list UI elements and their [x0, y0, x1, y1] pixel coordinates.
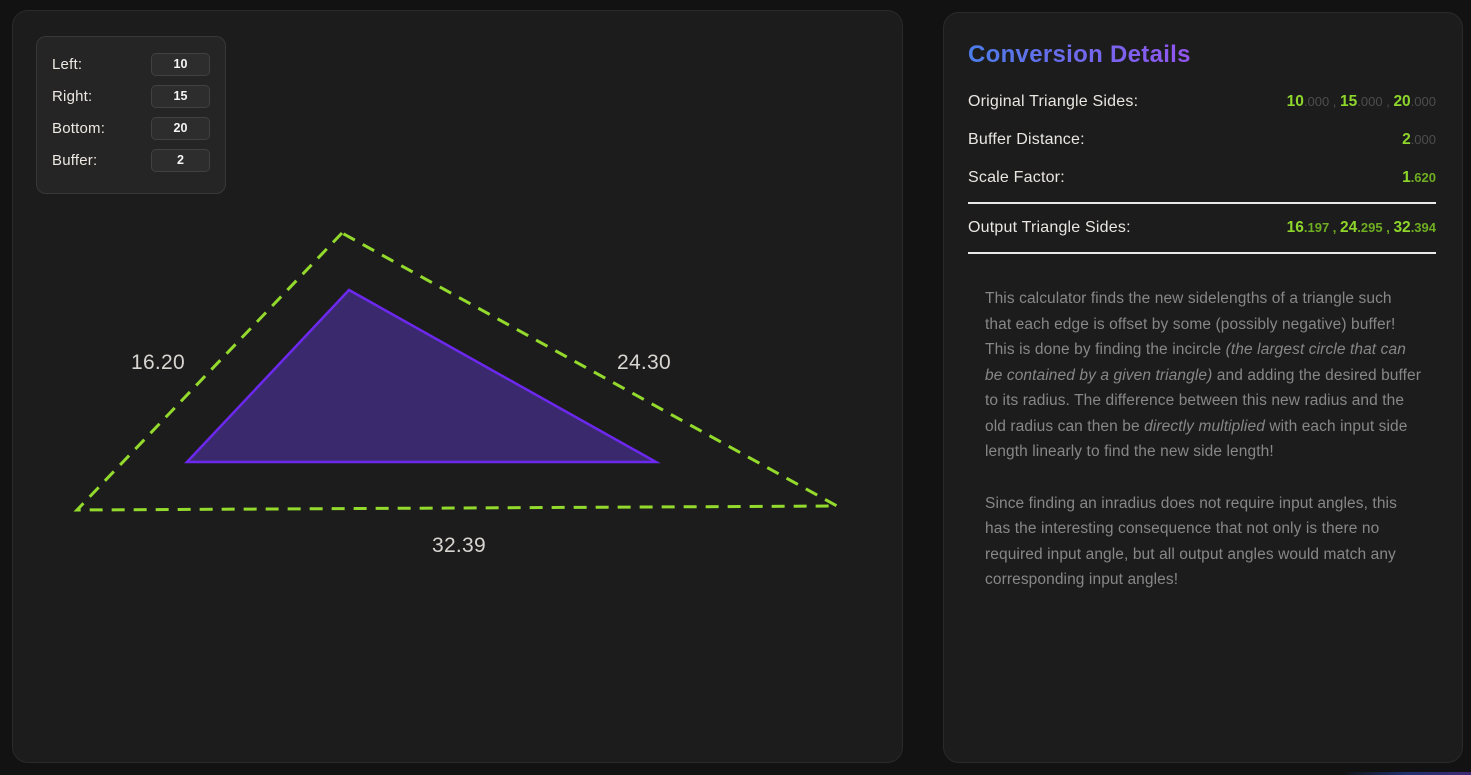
divider — [968, 252, 1436, 254]
output-sides-label: Output Triangle Sides: — [968, 219, 1131, 236]
original-sides-label: Original Triangle Sides: — [968, 93, 1139, 110]
divider — [968, 202, 1436, 204]
stat-row-output-sides: Output Triangle Sides: 16.197 , 24.295 ,… — [968, 209, 1436, 247]
left-input[interactable] — [151, 52, 210, 76]
scale-factor-label: Scale Factor: — [968, 169, 1065, 186]
stat-row-original-sides: Original Triangle Sides: 10.000 , 15.000… — [968, 83, 1436, 121]
right-input[interactable] — [151, 84, 210, 108]
canvas-panel: Left: Right: Bottom: Buffer: 16.20 24.30… — [12, 10, 903, 763]
left-field-label: Left: — [52, 55, 83, 73]
side-label-left: 16.20 — [131, 351, 185, 374]
buffer-distance-value: 2.000 — [1402, 131, 1436, 148]
details-panel: Conversion Details Original Triangle Sid… — [943, 12, 1463, 763]
form-row-left: Left: — [37, 48, 225, 80]
description-paragraph: This calculator finds the new sidelength… — [985, 290, 1422, 460]
description-paragraph: Since finding an inradius does not requi… — [985, 494, 1397, 589]
right-field-label: Right: — [52, 87, 93, 105]
scale-factor-value: 1.620 — [1402, 169, 1436, 186]
bottom-field-label: Bottom: — [52, 119, 106, 137]
details-heading: Conversion Details — [968, 41, 1191, 68]
description-section: This calculator finds the new sidelength… — [968, 286, 1436, 593]
side-label-right: 24.30 — [617, 351, 671, 374]
original-sides-value: 10.000 , 15.000 , 20.000 — [1286, 93, 1436, 110]
stat-row-scale-factor: Scale Factor: 1.620 — [968, 159, 1436, 197]
buffer-field-label: Buffer: — [52, 151, 98, 169]
output-sides-value: 16.197 , 24.295 , 32.394 — [1286, 219, 1436, 236]
form-row-buffer: Buffer: — [37, 144, 225, 176]
form-row-bottom: Bottom: — [37, 112, 225, 144]
stat-row-buffer-distance: Buffer Distance: 2.000 — [968, 121, 1436, 159]
buffer-input[interactable] — [151, 148, 210, 172]
triangle-canvas: 16.20 24.30 32.39 — [73, 231, 843, 557]
bottom-input[interactable] — [151, 116, 210, 140]
form-row-right: Right: — [37, 80, 225, 112]
input-triangle-filled — [184, 288, 661, 464]
input-form: Left: Right: Bottom: Buffer: — [36, 36, 226, 194]
buffer-distance-label: Buffer Distance: — [968, 131, 1085, 148]
bottom-gradient-accent — [1341, 772, 1471, 775]
side-label-bottom: 32.39 — [432, 534, 486, 557]
